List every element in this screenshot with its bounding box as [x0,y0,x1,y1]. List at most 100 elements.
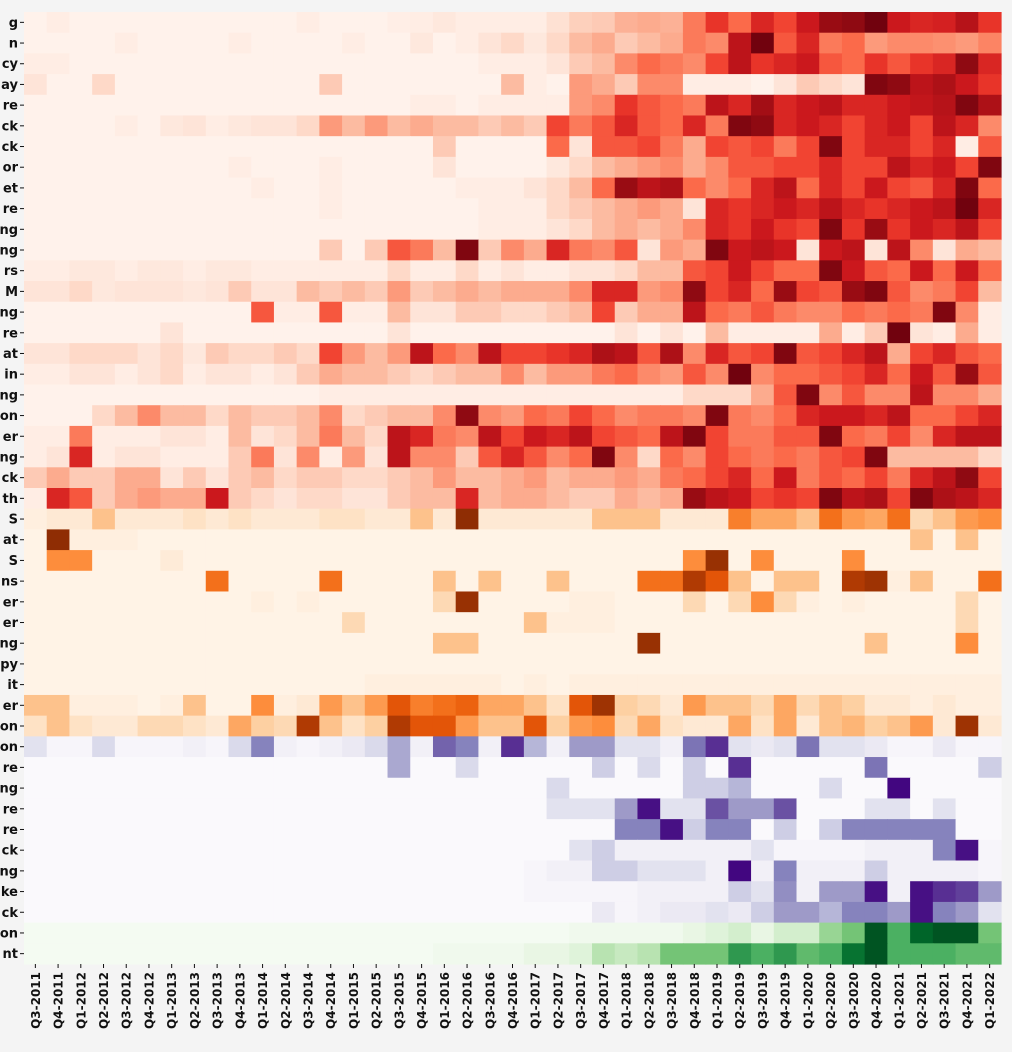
heatmap-cell [841,12,866,34]
heatmap-cell [751,798,775,820]
heatmap-cell [546,757,570,779]
heatmap-cell [728,881,752,903]
heatmap-cell [137,343,161,365]
heatmap-cell [273,881,298,903]
heatmap-cell [887,156,911,179]
heatmap-cell [841,425,866,448]
heatmap-cell [183,798,207,820]
heatmap-cell [69,425,93,448]
y-tick-label: er [3,430,19,445]
heatmap-cell [841,694,866,717]
heatmap-cell [773,198,798,220]
heatmap-cell [160,405,184,427]
heatmap-cell [682,757,707,779]
heatmap-cell [183,198,207,220]
heatmap-cell [342,322,366,344]
heatmap-cell [205,446,230,468]
heatmap-cell [955,922,979,944]
heatmap-cell [569,715,593,737]
heatmap-cell [69,674,93,696]
heatmap-cell [501,177,525,199]
heatmap-cell [773,74,798,96]
y-tick-label: ng [0,244,18,259]
y-tick-label: in [4,368,18,383]
heatmap-cell [24,839,48,862]
heatmap-cell [955,653,979,675]
heatmap-cell [932,136,957,158]
heatmap-cell [864,156,888,179]
heatmap-cell [887,922,911,944]
heatmap-cell [637,508,661,530]
heatmap-cell [637,177,661,199]
heatmap-cell [478,260,502,282]
heatmap-cell [160,74,184,96]
heatmap-cell [864,715,888,737]
heatmap-cell [160,819,184,841]
heatmap-cell [410,136,434,158]
heatmap-cell [251,653,275,675]
heatmap-cell [69,115,93,137]
heatmap-cell [796,446,820,468]
heatmap-cell [864,736,888,758]
heatmap-cell [932,819,957,841]
heatmap-cell [501,322,525,344]
heatmap-cell [728,736,752,758]
heatmap-cell [319,715,343,737]
y-tick-label: nt [3,947,18,962]
y-tick-label: ng [0,306,18,321]
heatmap-cell [773,94,798,117]
heatmap-cell [796,94,820,117]
heatmap-cell [342,715,366,737]
heatmap-cell [501,591,525,613]
x-tick-label: Q2-2016 [461,972,475,1029]
heatmap-cell [92,281,116,303]
heatmap-cell [910,198,934,220]
heatmap-cell [864,136,888,158]
heatmap-cell [364,881,389,903]
heatmap-cell [569,860,593,882]
heatmap-cell [251,591,275,613]
heatmap-cell [342,343,366,365]
y-tick-label: on [0,926,18,941]
heatmap-cell [614,612,639,634]
heatmap-cell [796,798,820,820]
heatmap-cell [364,798,389,820]
heatmap-cell [592,901,616,924]
heatmap-cell [773,508,798,530]
heatmap-cell [978,777,1002,800]
heatmap-cell [69,446,93,468]
heatmap-cell [114,363,139,386]
heatmap-cell [410,405,434,427]
heatmap-cell [24,322,48,344]
heatmap-cell [637,653,661,675]
heatmap-cell [751,115,775,137]
heatmap-cell [910,136,934,158]
heatmap-cell [114,156,139,179]
heatmap-cell [69,32,93,54]
heatmap-cell [728,798,752,820]
heatmap-cell [387,632,411,655]
heatmap-cell [864,467,888,489]
heatmap-cell [819,156,843,179]
heatmap-cell [614,446,639,468]
heatmap-cell [432,612,457,634]
heatmap-cell [228,674,252,696]
heatmap-cell [364,508,389,530]
heatmap-cell [160,901,184,924]
heatmap-cell [728,570,752,593]
y-tick-label: S [9,513,18,528]
heatmap-cell [319,881,343,903]
heatmap-cell [364,281,389,303]
heatmap-cell [114,53,139,75]
heatmap-cell [273,467,298,489]
heatmap-cell [114,177,139,199]
heatmap-cell [46,591,71,613]
heatmap-cell [432,694,457,717]
heatmap-cell [342,177,366,199]
heatmap-cell [955,363,979,386]
heatmap-cell [410,177,434,199]
heatmap-cell [228,136,252,158]
heatmap-cell [364,177,389,199]
heatmap-cell [478,819,502,841]
heatmap-cell [887,446,911,468]
